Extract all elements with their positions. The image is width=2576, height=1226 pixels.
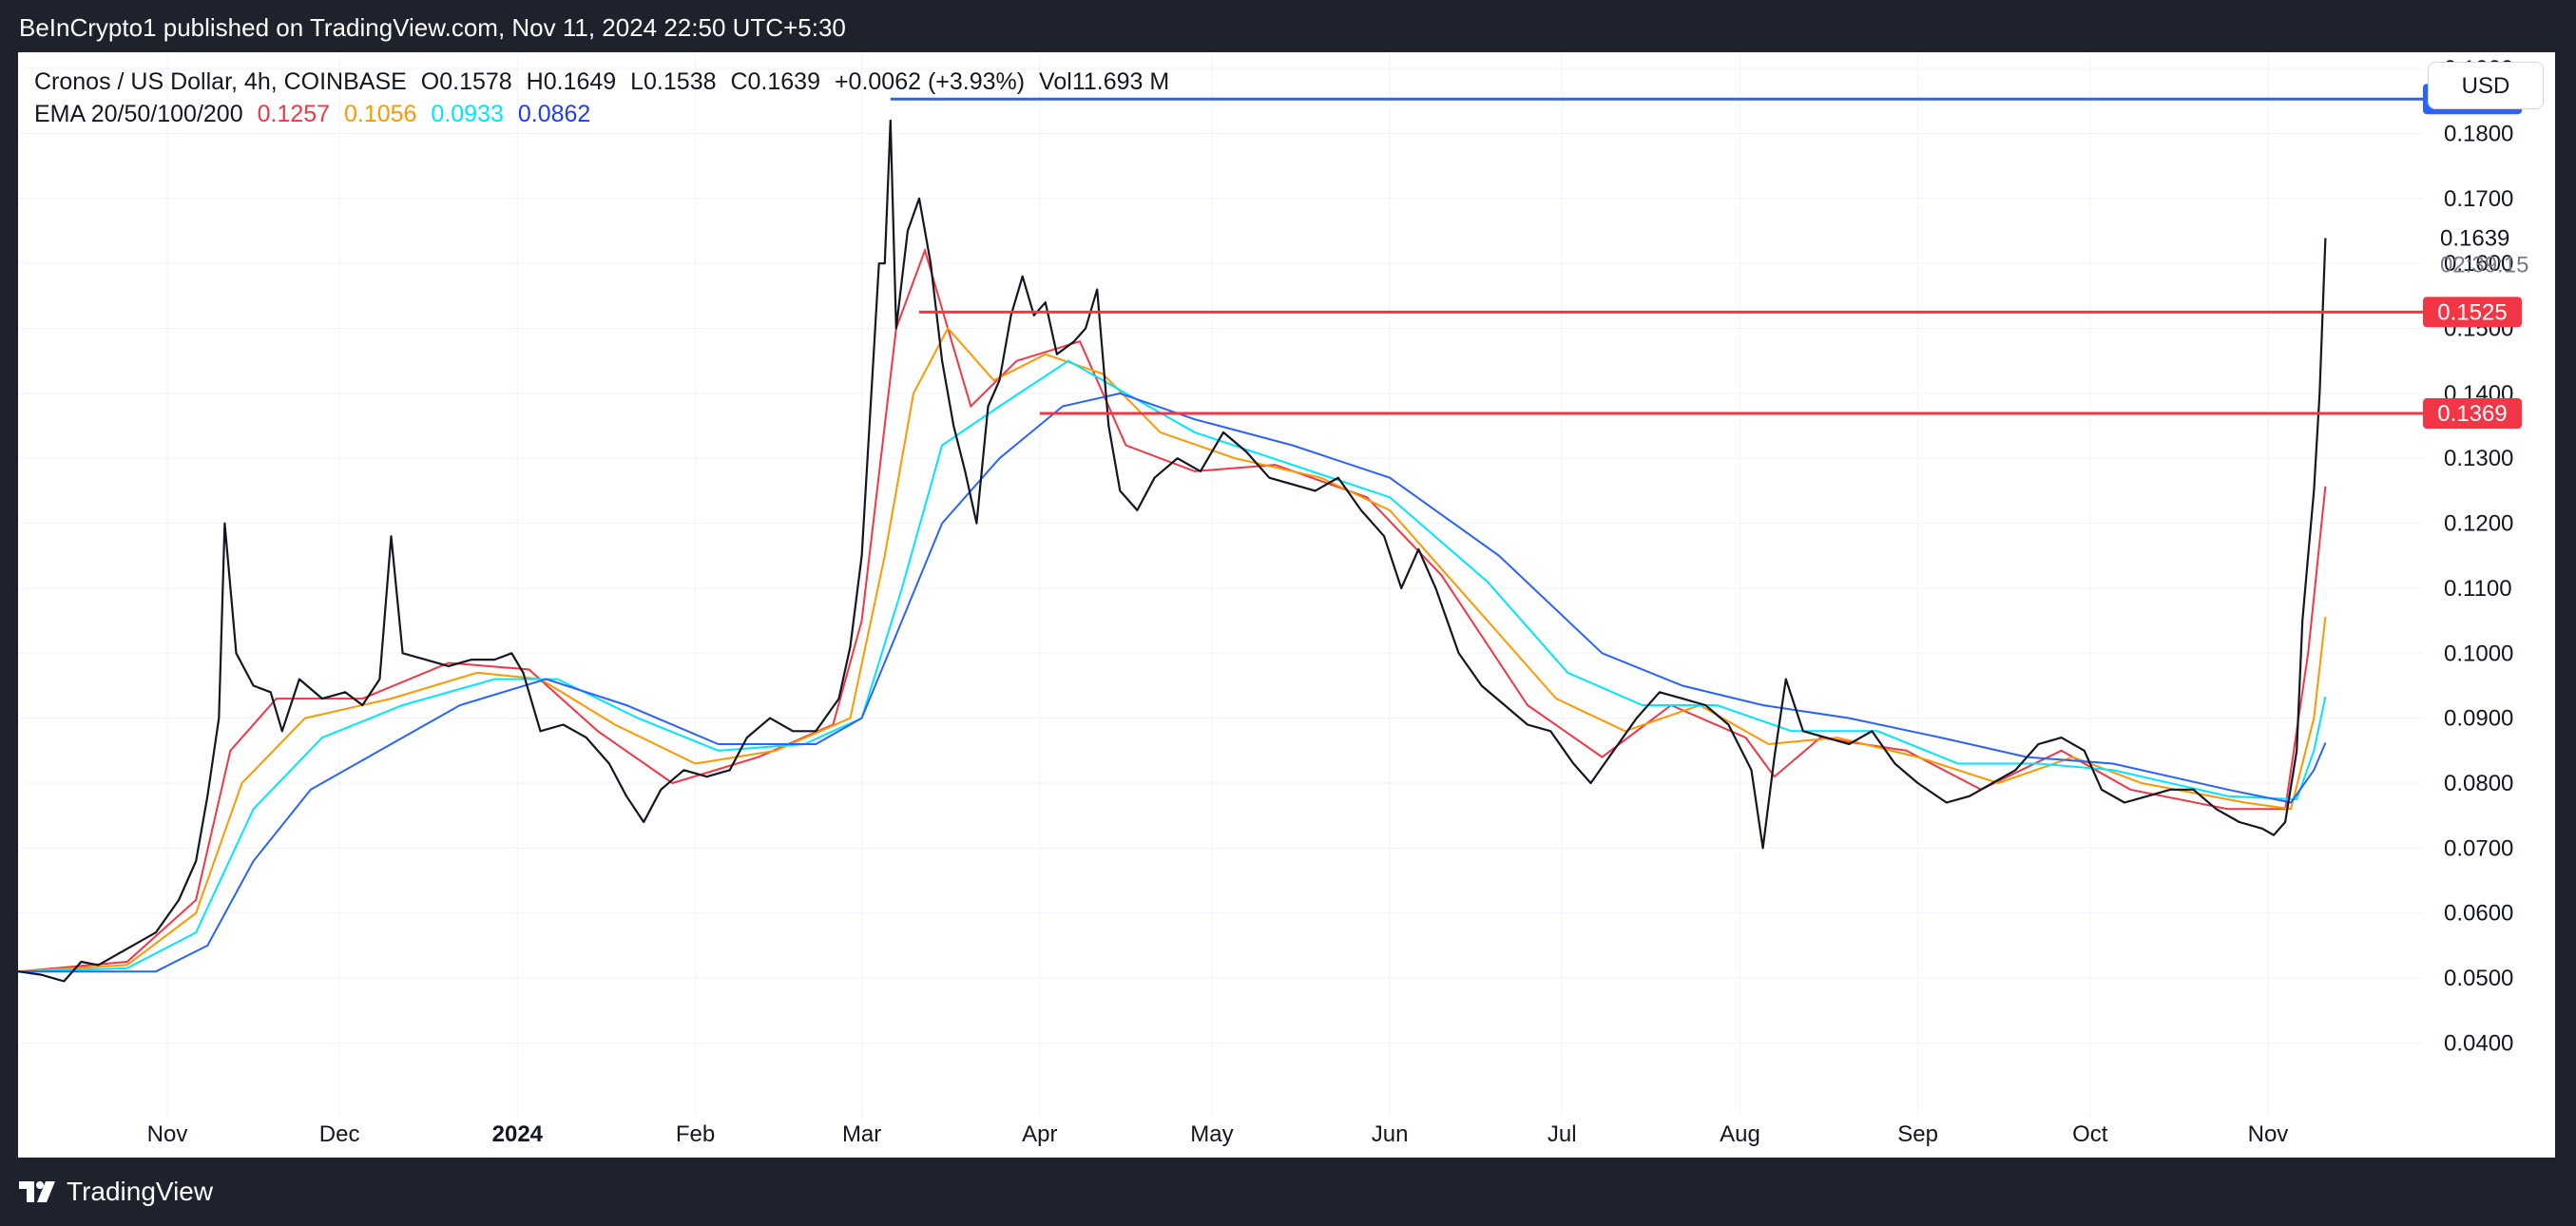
time-tick-label: Sep	[1897, 1121, 1938, 1147]
price-tick-label: 0.0400	[2444, 1030, 2513, 1056]
ema-line	[18, 247, 2327, 973]
time-tick-label: 2024	[492, 1121, 544, 1147]
ema50-value: 0.1056	[344, 101, 417, 127]
ohlc-row: Cronos / US Dollar, 4h, COINBASE O0.1578…	[34, 66, 1177, 98]
open-value: O0.1578	[420, 68, 512, 95]
price-tick-label: 0.1000	[2444, 641, 2513, 666]
price-tick-label: 0.0700	[2444, 835, 2513, 861]
time-tick-label: Mar	[842, 1121, 881, 1147]
brand-name: TradingView	[67, 1177, 214, 1206]
price-tick-label: 0.0800	[2444, 771, 2513, 796]
high-value: H0.1649	[526, 68, 617, 95]
currency-button[interactable]: USD	[2428, 62, 2544, 109]
price-tick-label: 0.1200	[2444, 511, 2513, 537]
publish-bar: BeInCrypto1 published on TradingView.com…	[0, 0, 2576, 52]
time-tick-label: Nov	[147, 1121, 188, 1147]
price-line	[18, 119, 2327, 983]
price-tick-label: 0.1600	[2444, 251, 2513, 277]
time-tick-label: Nov	[2248, 1121, 2289, 1147]
time-tick-label: Feb	[676, 1121, 715, 1147]
tradingview-logo[interactable]: TradingView	[19, 1177, 213, 1207]
countdown-label: 02:39:15	[2440, 252, 2528, 278]
price-tick-label: 0.0600	[2444, 901, 2513, 927]
last-price-label: 0.1639	[2440, 225, 2509, 251]
price-chart[interactable]: 0.0400 0.0500 0.0600 0.0700 0.0800 0.0900 0.10…	[18, 52, 2555, 1158]
low-value: L0.1538	[630, 68, 717, 95]
ema-line	[18, 392, 2327, 973]
time-tick-label: May	[1190, 1121, 1233, 1147]
ema20-value: 0.1257	[257, 101, 331, 127]
time-tick-label: Dec	[319, 1121, 360, 1147]
price-tick-label: 0.1700	[2444, 186, 2513, 212]
level-price-label: 0.1369	[2437, 401, 2507, 427]
ema-row: EMA 20/50/100/200 0.1257 0.1056 0.0933 0…	[34, 98, 1177, 130]
symbol-title[interactable]: Cronos / US Dollar, 4h, COINBASE	[34, 68, 407, 95]
ema-line	[18, 359, 2327, 973]
price-tick-label: 0.0500	[2444, 966, 2513, 991]
footer-bar: TradingView	[0, 1158, 2576, 1226]
publish-info: BeInCrypto1 published on TradingView.com…	[19, 13, 846, 42]
chart-panel[interactable]: 0.0400 0.0500 0.0600 0.0700 0.0800 0.0900 0.10…	[18, 52, 2555, 1158]
ema100-value: 0.0933	[431, 101, 504, 127]
price-tick-label: 0.1800	[2444, 121, 2513, 146]
time-tick-label: Jun	[1372, 1121, 1409, 1147]
price-tick-label: 0.0900	[2444, 706, 2513, 732]
close-value: C0.1639	[730, 68, 820, 95]
chart-legend: Cronos / US Dollar, 4h, COINBASE O0.1578…	[34, 66, 1177, 130]
time-tick-label: Aug	[1720, 1121, 1760, 1147]
level-price-label: 0.1525	[2437, 299, 2507, 325]
level-price-badge	[2423, 398, 2522, 430]
time-tick-label: Apr	[1022, 1121, 1057, 1147]
ema200-value: 0.0862	[517, 101, 591, 127]
price-tick-label: 0.1300	[2444, 446, 2513, 471]
change-value: +0.0062 (+3.93%)	[834, 68, 1026, 95]
time-tick-label: Jul	[1548, 1121, 1577, 1147]
level-price-badge	[2423, 297, 2522, 328]
time-tick-label: Oct	[2072, 1121, 2108, 1147]
price-tick-label: 0.1100	[2444, 576, 2512, 602]
ema-title[interactable]: EMA 20/50/100/200	[34, 101, 243, 127]
tradingview-logo-icon	[19, 1181, 55, 1202]
volume-value: Vol11.693 M	[1039, 68, 1170, 95]
ema-line	[18, 326, 2327, 973]
